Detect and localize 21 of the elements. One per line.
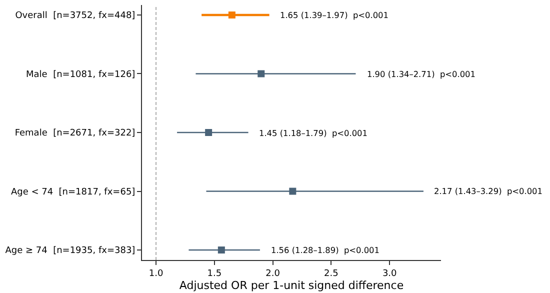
point (205, 129, 212, 136)
x-tick-label: 3.0 (382, 268, 398, 279)
y-tick-label: Age ≥ 74 [n=1935, fx=383] (5, 246, 136, 256)
x-tick-label: 2.0 (266, 268, 280, 279)
y-tick-label: Female [n=2671, fx=322] (14, 128, 136, 139)
point (289, 188, 296, 195)
y-tick-label: Male [n=1081, fx=126] (26, 70, 136, 80)
annotation: 1.56 (1.28–1.89) p<0.001 (271, 245, 380, 255)
x-tick-label: 2.5 (324, 268, 338, 279)
point (218, 246, 225, 254)
x-tick-label: 1.0 (148, 268, 164, 279)
y-tick-label: Age < 74 [n=1817, fx=65] (10, 187, 136, 198)
annotation: 2.17 (1.43–3.29) p<0.001 (434, 186, 542, 196)
x-axis-title: Adjusted OR per 1-unit signed difference (179, 278, 404, 292)
x-tick-label: 1.5 (207, 268, 222, 279)
y-tick-label: Overall [n=3752, fx=448] (15, 11, 136, 22)
point (228, 11, 236, 18)
point (258, 70, 265, 78)
annotation: 1.90 (1.34–2.71) p<0.001 (367, 69, 476, 79)
annotation: 1.65 (1.39–1.97) p<0.001 (280, 10, 388, 20)
annotation: 1.45 (1.18–1.79) p<0.001 (259, 128, 368, 138)
